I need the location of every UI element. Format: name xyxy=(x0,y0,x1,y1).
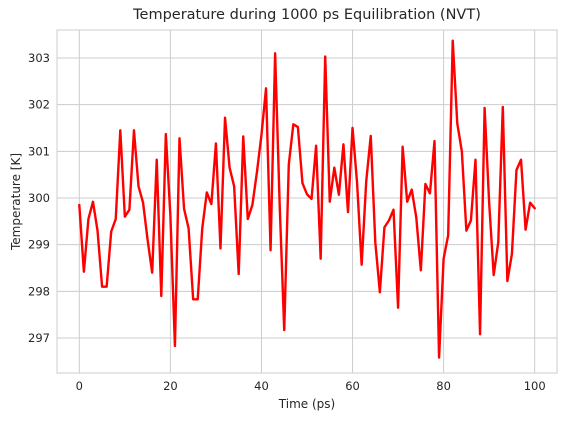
x-tick-label: 0 xyxy=(76,379,83,393)
x-tick-label: 100 xyxy=(524,379,546,393)
temperature-series-line xyxy=(78,39,536,359)
x-tick-label: 40 xyxy=(254,379,269,393)
y-tick-label: 301 xyxy=(28,144,50,158)
x-axis-label: Time (ps) xyxy=(278,397,335,411)
x-tick-label: 60 xyxy=(345,379,360,393)
grid-lines xyxy=(57,30,557,373)
y-tick-label: 300 xyxy=(28,191,50,205)
y-axis-label: Temperature [K] xyxy=(9,153,23,251)
x-tick-label: 20 xyxy=(163,379,178,393)
chart-title: Temperature during 1000 ps Equilibration… xyxy=(132,7,481,23)
tick-labels: 0 20 40 60 80 100 297 298 299 300 301 302 303 xyxy=(28,51,546,393)
series-layer xyxy=(78,39,536,359)
x-tick-label: 80 xyxy=(436,379,451,393)
y-tick-label: 303 xyxy=(28,51,50,65)
y-tick-label: 297 xyxy=(28,331,50,345)
y-tick-label: 299 xyxy=(28,238,50,252)
y-tick-label: 298 xyxy=(28,284,50,298)
plot-area xyxy=(56,29,558,374)
y-tick-label: 302 xyxy=(28,98,50,112)
